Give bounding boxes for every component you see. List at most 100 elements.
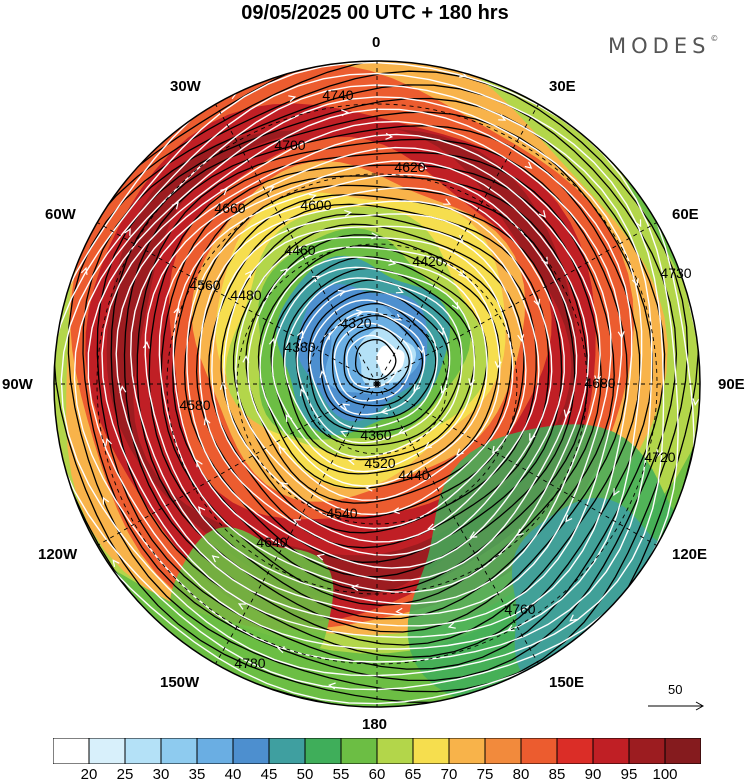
- height-contour-12: [208, 203, 550, 549]
- streamline-6: [271, 266, 475, 473]
- flow-arrow-icon: [244, 270, 253, 279]
- flow-arrow-icon: [237, 603, 246, 610]
- flow-arrow-icon: [408, 35, 414, 41]
- parallel-0: [306, 313, 448, 455]
- contour-label: 4520: [364, 455, 395, 471]
- height-contour-3: [319, 302, 437, 420]
- streamline-21: [73, 84, 653, 663]
- flow-arrow-icon: [385, 132, 394, 140]
- flow-arrow-icon: [278, 446, 286, 454]
- colorbar-swatch: [88, 738, 126, 764]
- contour-label: 4380: [284, 339, 315, 355]
- height-contour-8: [257, 245, 501, 490]
- colorbar-swatch: [124, 738, 162, 764]
- flow-arrow-icon: [440, 385, 448, 394]
- flow-arrow-icon: [541, 256, 548, 265]
- flow-arrow-icon: [340, 109, 349, 117]
- flow-arrow-icon: [311, 275, 320, 283]
- colorbar-label: 40: [224, 766, 242, 783]
- height-contours: [45, 35, 700, 707]
- copyright-mark: ©: [710, 34, 719, 43]
- flow-arrow-icon: [469, 531, 478, 538]
- flow-arrow-icon: [347, 458, 356, 466]
- streamline-14: [172, 173, 578, 582]
- height-contour-5: [295, 279, 463, 447]
- flow-arrow-icon: [413, 384, 421, 392]
- colorbar-swatch: [376, 738, 414, 764]
- streamline-3: [308, 299, 438, 430]
- contour-label: 4720: [644, 449, 675, 465]
- flow-arrow-icon: [308, 193, 317, 201]
- streamline-20: [87, 96, 643, 650]
- lon-label-120w: 120W: [38, 546, 78, 563]
- flow-arrow-icon: [142, 340, 150, 349]
- contour-label: 4360: [360, 427, 391, 443]
- flow-arrow-icon: [455, 234, 464, 243]
- flow-arrow-icon: [494, 361, 502, 369]
- contour-label: 4760: [504, 601, 535, 617]
- contour-label: 4540: [326, 505, 357, 521]
- flow-arrow-icon: [340, 430, 349, 438]
- parallel-2: [166, 173, 588, 595]
- colorbar-swatch: [268, 738, 306, 764]
- height-contour-23: [67, 70, 689, 693]
- contour-label: 4560: [189, 277, 220, 293]
- flow-arrow-icon: [398, 427, 407, 435]
- flow-arrow-icon: [350, 584, 359, 592]
- flow-arrow-icon: [437, 327, 445, 336]
- height-contour-2: [331, 314, 424, 407]
- contour-label: 4680: [584, 375, 615, 391]
- map-boundary: [53, 60, 701, 708]
- flow-arrow-icon: [166, 102, 175, 110]
- flow-arrow-icon: [417, 345, 425, 354]
- flow-arrow-icon: [344, 209, 353, 217]
- meridian-1: [376, 104, 539, 385]
- flow-arrow-icon: [458, 270, 466, 278]
- flow-arrow-icon: [319, 370, 327, 379]
- flow-arrow-icon: [280, 481, 289, 490]
- height-contour-4: [307, 291, 450, 433]
- lon-label-180: 180: [362, 716, 388, 733]
- flow-arrow-icon: [266, 186, 275, 193]
- streamline-22: [60, 72, 665, 677]
- contour-labels: 4740 4700 4620 4600 4660 4560 4520 4480 4460 4420…: [179, 87, 691, 671]
- modes-logo: MODES©: [608, 34, 718, 58]
- flow-arrow-icon: [424, 441, 433, 449]
- colorbar-label: 20: [80, 766, 98, 783]
- colorbar-label: 95: [620, 766, 638, 783]
- streamline-15: [158, 160, 590, 593]
- height-contour-10: [232, 223, 525, 519]
- flow-arrow-icon: [197, 506, 206, 514]
- contour-label: 4480: [230, 287, 261, 303]
- colorbar-label: 90: [584, 766, 602, 783]
- height-contour-11: [220, 213, 537, 534]
- contour-label: 4440: [398, 467, 429, 483]
- flow-arrow-icon: [391, 507, 400, 515]
- flow-arrow-icon: [517, 334, 525, 343]
- flow-arrow-icon: [285, 414, 293, 423]
- colorbar-swatch: [520, 738, 558, 764]
- contour-label: 4660: [214, 200, 245, 216]
- flow-arrow-icon: [443, 198, 452, 205]
- colorbar: [53, 738, 701, 764]
- flow-arrow-icon: [280, 268, 288, 276]
- polar-map: 4740 4700 4620 4600 4660 4560 4520 4480 4460 4420…: [45, 35, 701, 708]
- colorbar-swatch: [232, 738, 270, 764]
- flow-arrow-icon: [296, 330, 304, 339]
- flow-arrow-icon: [299, 388, 307, 397]
- flow-arrow-icon: [288, 95, 297, 103]
- flow-arrow-icon: [613, 488, 620, 497]
- flow-arrow-icon: [45, 319, 51, 325]
- contour-label: 4730: [660, 265, 691, 281]
- streamline-13: [186, 186, 565, 569]
- flow-arrow-icon: [395, 286, 404, 294]
- colorbar-swatch: [484, 738, 522, 764]
- meridian-4: [376, 383, 657, 546]
- streamline-16: [144, 146, 601, 605]
- streamline-4: [296, 288, 451, 444]
- height-contour-0: [354, 338, 397, 381]
- flow-arrow-icon: [365, 484, 373, 492]
- streamline-17: [129, 133, 612, 616]
- meridian-7: [215, 383, 378, 664]
- flow-arrow-icon: [491, 445, 500, 454]
